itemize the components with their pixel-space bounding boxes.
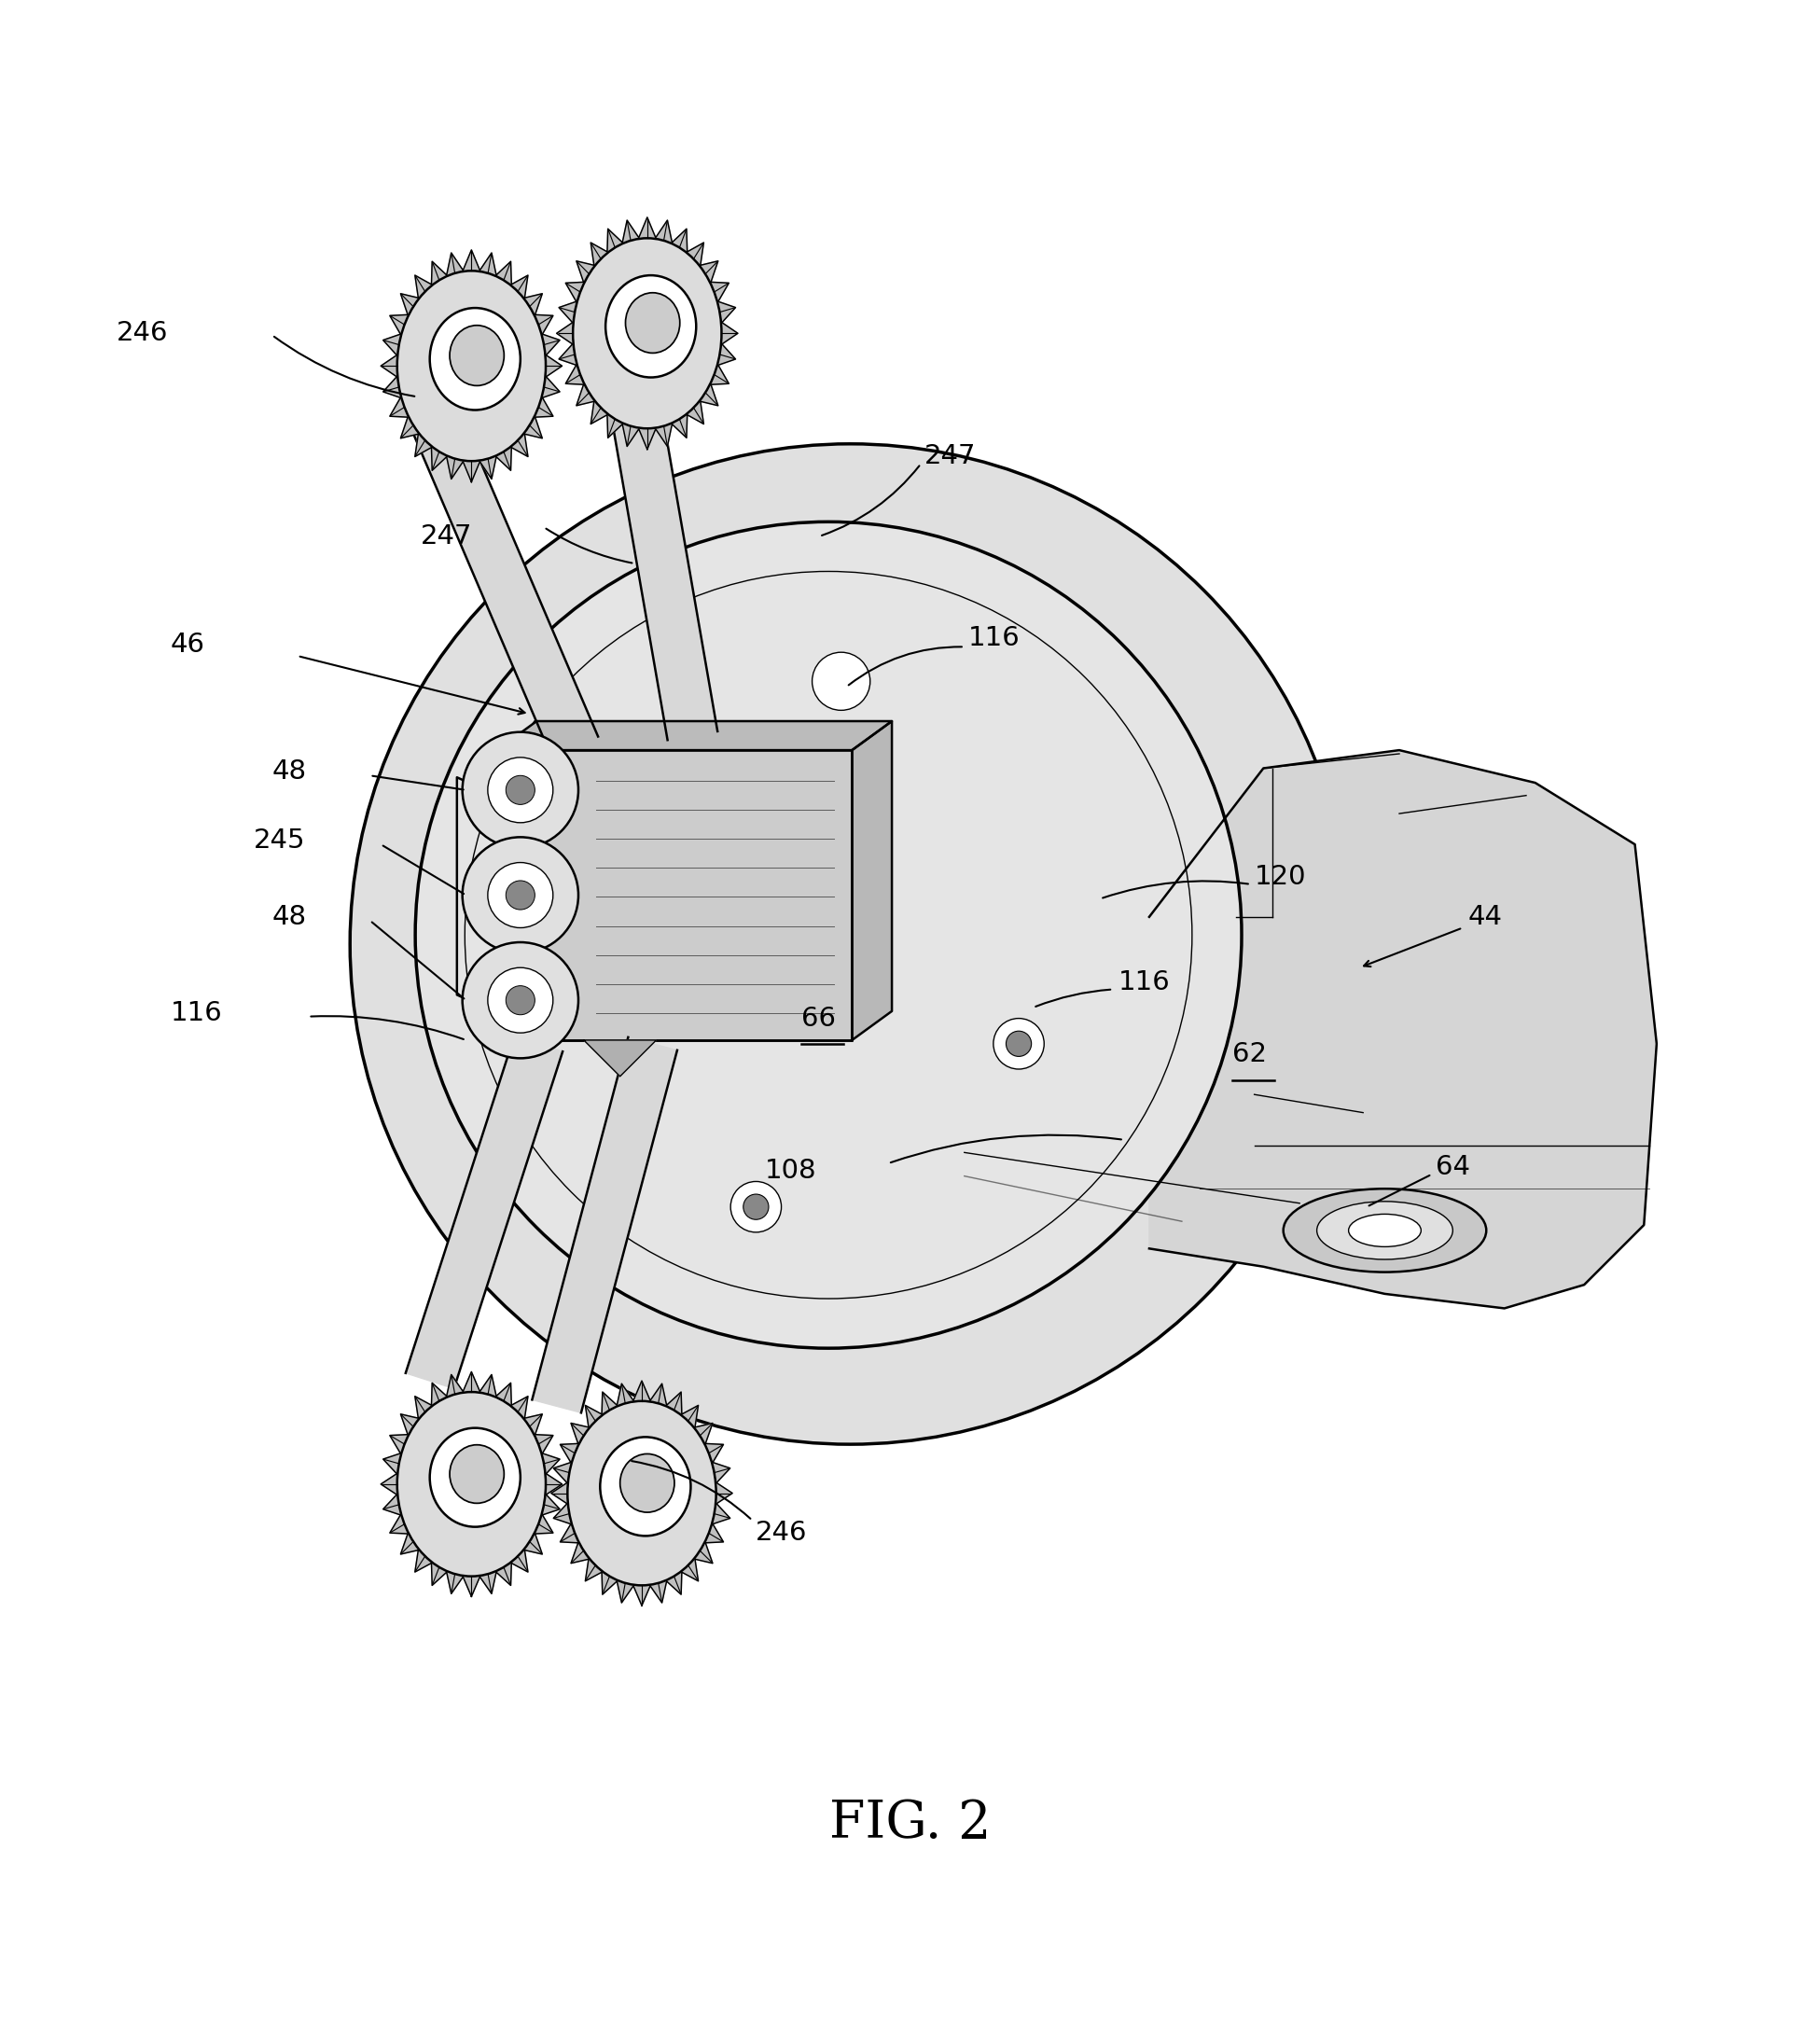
Circle shape [462,732,579,848]
Circle shape [743,1194,768,1220]
Text: 247: 247 [925,444,976,470]
Circle shape [1006,1030,1032,1057]
Text: 48: 48 [273,903,308,930]
Circle shape [506,775,535,805]
Ellipse shape [397,1392,546,1576]
Ellipse shape [573,239,721,429]
Text: 62: 62 [1232,1042,1267,1067]
Text: 64: 64 [1436,1155,1471,1179]
Polygon shape [497,750,852,1040]
Polygon shape [584,1040,657,1077]
Ellipse shape [568,1400,715,1586]
Ellipse shape [450,1445,504,1502]
Text: FIG. 2: FIG. 2 [830,1797,990,1848]
Circle shape [415,521,1241,1349]
Circle shape [488,758,553,822]
Polygon shape [406,1036,562,1388]
Text: 46: 46 [171,632,206,658]
Text: 66: 66 [801,1006,835,1032]
Circle shape [770,995,795,1020]
Text: 116: 116 [171,1000,222,1026]
Text: 48: 48 [273,758,308,785]
Circle shape [730,1181,781,1233]
Circle shape [488,863,553,928]
Text: 120: 120 [1254,865,1307,889]
Ellipse shape [1349,1214,1421,1247]
Ellipse shape [606,276,697,378]
Polygon shape [411,411,599,756]
Text: 44: 44 [1469,903,1503,930]
Ellipse shape [397,270,546,462]
Text: 247: 247 [420,523,473,550]
Polygon shape [551,1382,732,1607]
Text: 246: 246 [755,1521,808,1545]
Text: 116: 116 [1119,969,1170,995]
Ellipse shape [601,1437,692,1535]
Ellipse shape [430,309,521,411]
Text: 246: 246 [116,321,167,345]
Polygon shape [380,249,562,482]
Ellipse shape [1283,1190,1487,1271]
Ellipse shape [450,325,504,386]
Polygon shape [610,399,717,740]
Circle shape [349,444,1350,1445]
Circle shape [462,838,579,953]
Polygon shape [497,722,892,750]
Circle shape [506,881,535,910]
Circle shape [812,652,870,709]
Ellipse shape [621,1453,675,1513]
Text: 108: 108 [764,1157,817,1183]
Circle shape [488,967,553,1032]
Circle shape [994,1018,1045,1069]
Circle shape [462,942,579,1059]
Polygon shape [1148,750,1656,1308]
Polygon shape [531,1036,677,1412]
Circle shape [506,985,535,1014]
Text: 245: 245 [255,828,306,854]
Ellipse shape [1318,1202,1452,1259]
Polygon shape [852,722,892,1040]
Ellipse shape [626,292,681,354]
Circle shape [757,981,808,1032]
Text: 116: 116 [968,625,1019,650]
Polygon shape [557,217,737,450]
Ellipse shape [430,1429,521,1527]
Polygon shape [380,1372,562,1596]
